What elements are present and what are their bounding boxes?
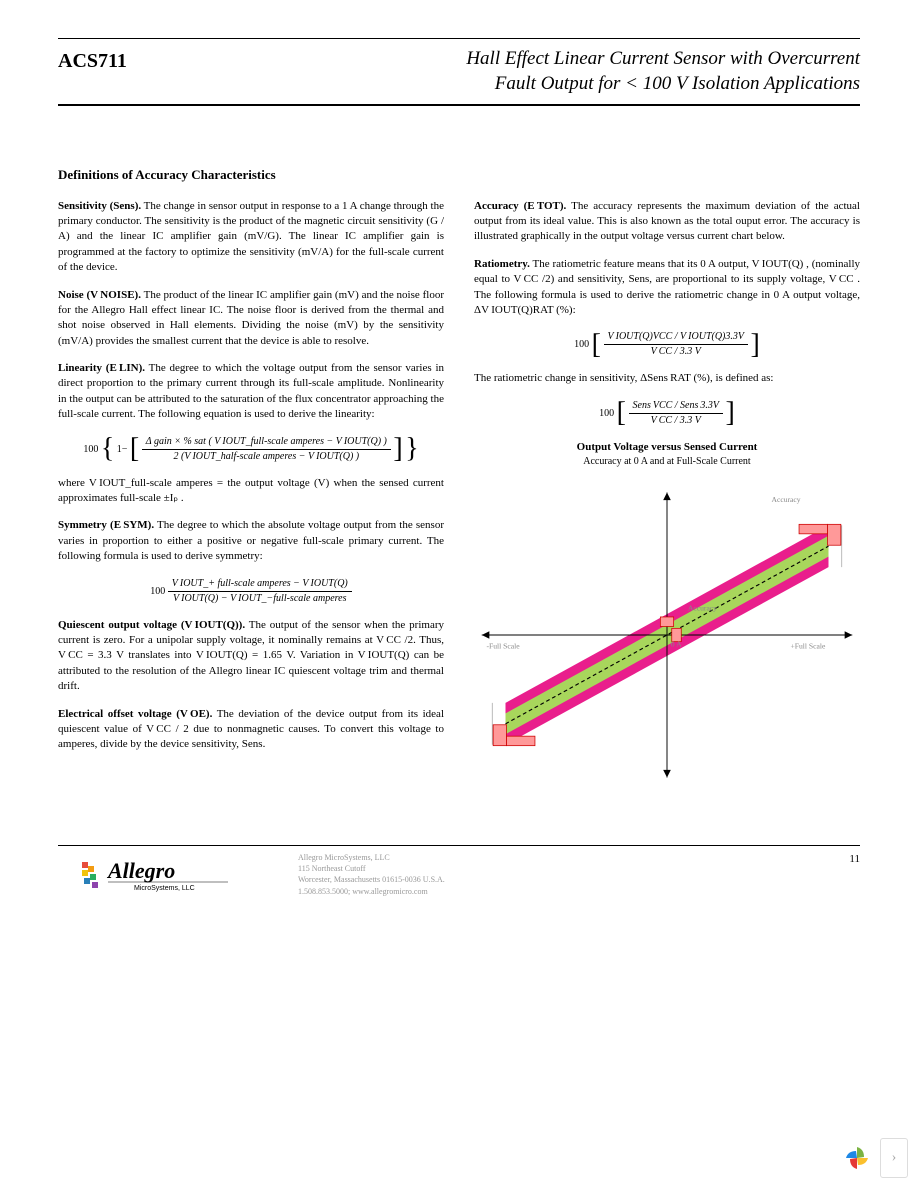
footer-logo: Allegro MicroSystems, LLC (58, 852, 258, 901)
para-symmetry: Symmetry (E SYM). The degree to which th… (58, 518, 444, 564)
formula-symmetry: 100 V IOUT_+ full-scale amperes − V IOUT… (58, 577, 444, 606)
accuracy-chart: Accuracy +Full Scale -Full Scale Accuracy 0 … (477, 475, 857, 795)
next-arrow-button[interactable]: › (880, 1138, 908, 1178)
svg-text:MicroSystems, LLC: MicroSystems, LLC (134, 885, 195, 892)
svg-text:0 A: 0 A (671, 639, 682, 648)
svg-text:-Full Scale: -Full Scale (487, 641, 521, 650)
para-offset: Electrical offset voltage (V OE). The de… (58, 707, 444, 753)
chart-caption: Output Voltage versus Sensed Current (474, 440, 860, 455)
para-linearity-tail: where V IOUT_full-scale amperes = the ou… (58, 476, 444, 507)
para-ratiometry-tail: The ratiometric change in sensitivity, Δ… (474, 371, 860, 386)
part-number: ACS711 (58, 47, 178, 75)
para-accuracy: Accuracy (E TOT). The accuracy represent… (474, 199, 860, 245)
formula-sens: 100 [ Sens VCC / Sens 3.3V V CC / 3.3 V … (474, 399, 860, 428)
corner-widget: › (840, 1138, 908, 1178)
para-linearity: Linearity (E LIN). The degree to which t… (58, 361, 444, 423)
right-column: Accuracy (E TOT). The accuracy represent… (474, 199, 860, 796)
para-noise: Noise (V NOISE). The product of the line… (58, 288, 444, 350)
para-ratiometry: Ratiometry. The ratiometric feature mean… (474, 257, 860, 319)
header: ACS711 Hall Effect Linear Current Sensor… (58, 47, 860, 104)
section-heading: Definitions of Accuracy Characteristics (58, 166, 860, 184)
left-column: Sensitivity (Sens). The change in sensor… (58, 199, 444, 796)
para-sensitivity: Sensitivity (Sens). The change in sensor… (58, 199, 444, 276)
document-title: Hall Effect Linear Current Sensor with O… (178, 47, 860, 96)
svg-text:Allegro: Allegro (106, 858, 175, 883)
svg-text:Accuracy: Accuracy (688, 603, 717, 612)
formula-ratiometry: 100 [ V IOUT(Q)VCC / V IOUT(Q)3.3V V CC … (474, 330, 860, 359)
footer: Allegro MicroSystems, LLC Allegro MicroS… (58, 846, 860, 901)
chart-subcaption: Accuracy at 0 A and at Full-Scale Curren… (474, 455, 860, 469)
svg-text:+Full Scale: +Full Scale (791, 641, 826, 650)
formula-linearity: 100 { 1− [ Δ gain × % sat ( V IOUT_full-… (58, 435, 444, 464)
footer-address: Allegro MicroSystems, LLC 115 Northeast … (258, 852, 820, 897)
page-number: 11 (820, 852, 860, 867)
pinwheel-icon[interactable] (840, 1141, 874, 1175)
para-quiescent: Quiescent output voltage (V IOUT(Q)). Th… (58, 618, 444, 695)
svg-text:Accuracy: Accuracy (772, 495, 801, 504)
